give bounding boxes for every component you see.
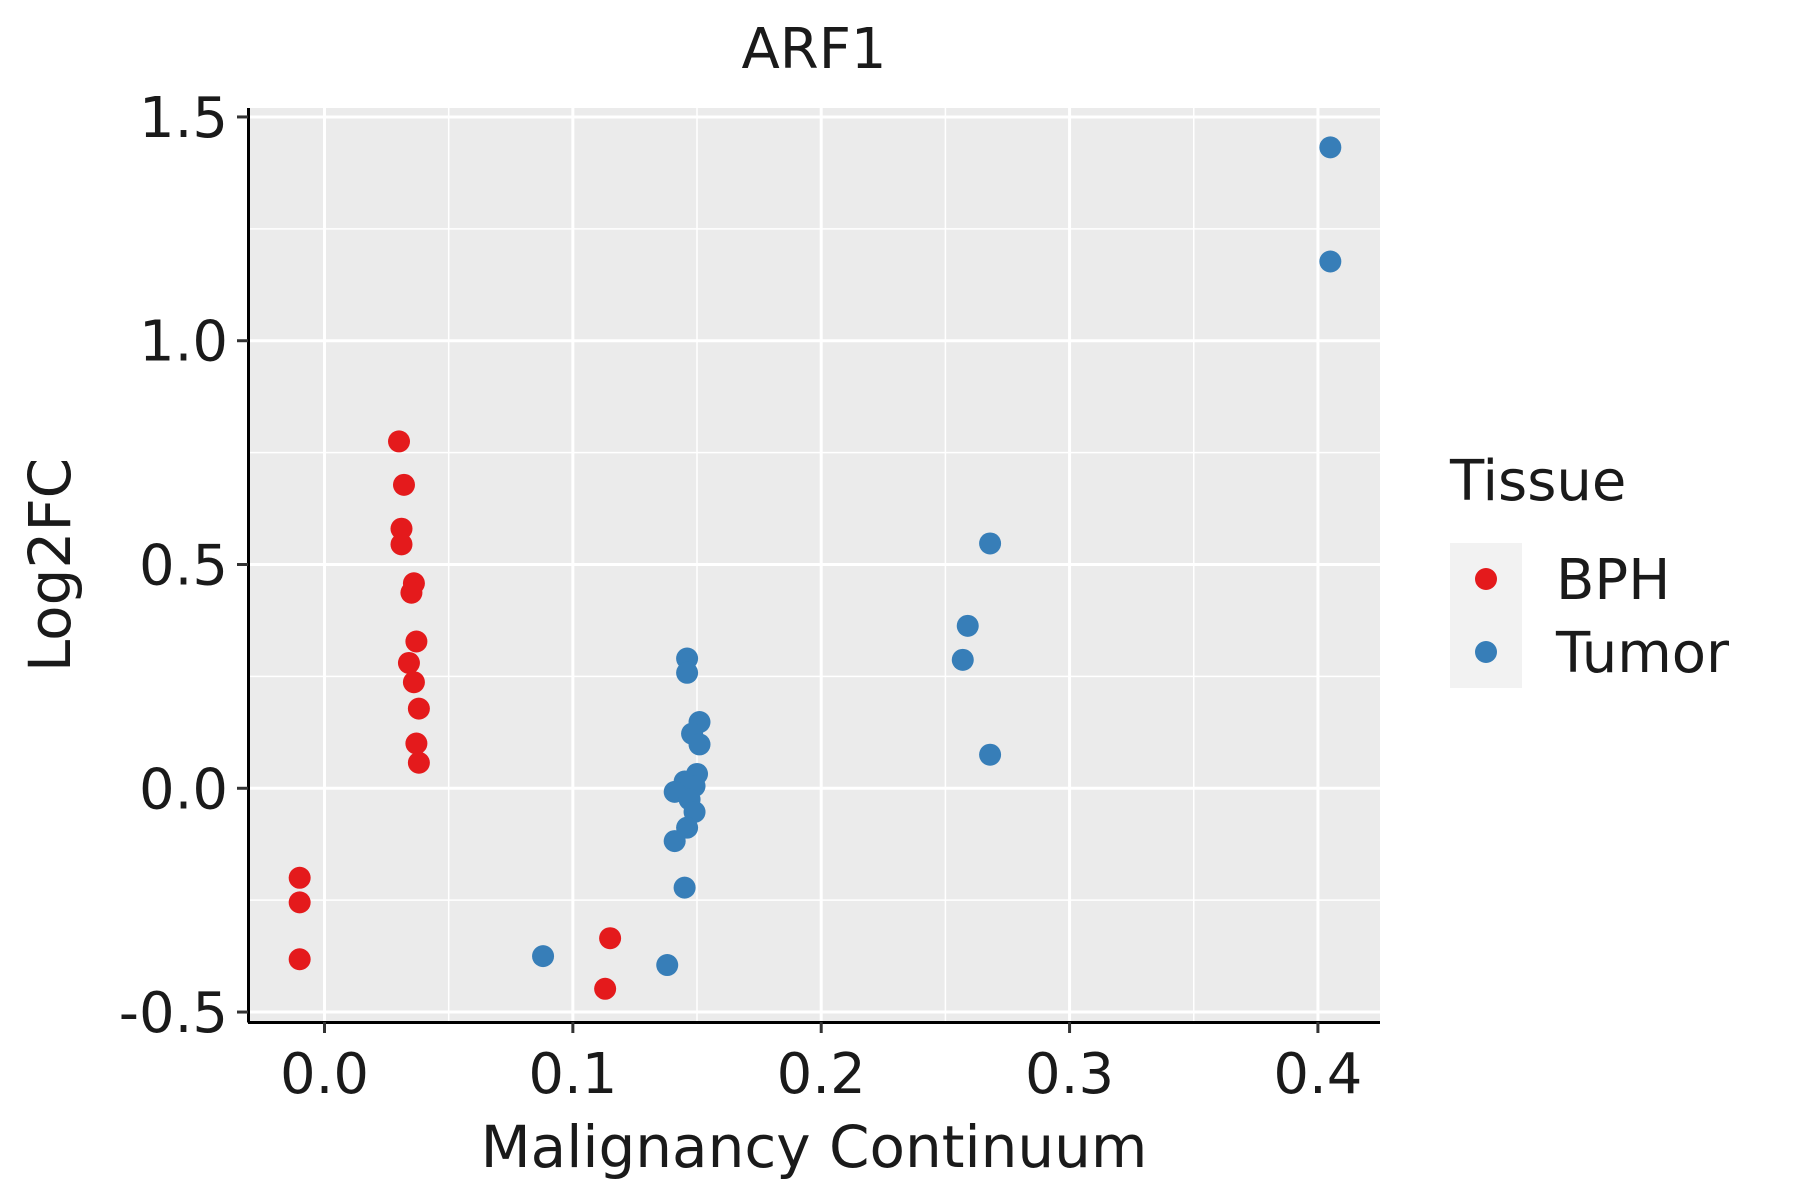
data-point-bph <box>392 473 415 496</box>
x-axis-ticks: 0.0 0.1 0.2 0.3 0.4 <box>280 1022 1362 1107</box>
data-point-tumor <box>979 532 1002 555</box>
data-point-tumor <box>673 876 696 899</box>
legend-label-tumor: Tumor <box>1555 621 1730 686</box>
data-point-bph <box>288 866 311 889</box>
data-point-tumor <box>688 733 711 756</box>
data-point-tumor <box>676 661 699 684</box>
legend-key-bph <box>1475 568 1497 590</box>
x-tick-label: 0.2 <box>777 1042 866 1107</box>
data-point-tumor <box>956 614 979 637</box>
data-point-tumor <box>1319 250 1342 273</box>
x-tick-label: 0.4 <box>1273 1042 1362 1107</box>
data-point-bph <box>407 751 430 774</box>
y-axis-label: Log2FC <box>16 458 84 672</box>
x-tick-label: 0.1 <box>528 1042 617 1107</box>
data-point-bph <box>407 697 430 720</box>
y-tick-label: 1.5 <box>139 86 228 151</box>
data-point-bph <box>390 517 413 540</box>
legend: Tissue BPH Tumor <box>1449 449 1730 688</box>
data-point-bph <box>288 891 311 914</box>
x-axis-label: Malignancy Continuum <box>481 1113 1148 1181</box>
data-point-tumor <box>979 743 1002 766</box>
data-point-bph <box>397 651 420 674</box>
data-points <box>288 136 1342 1000</box>
data-point-bph <box>594 977 617 1000</box>
data-point-bph <box>288 948 311 971</box>
data-point-tumor <box>1319 136 1342 159</box>
legend-key-background <box>1450 543 1522 688</box>
y-tick-label: 0.5 <box>139 534 228 599</box>
y-tick-label: 1.0 <box>139 310 228 375</box>
data-point-bph <box>388 430 411 453</box>
y-tick-label: -0.5 <box>119 981 228 1046</box>
data-point-bph <box>405 732 428 755</box>
x-tick-label: 0.0 <box>280 1042 369 1107</box>
legend-label-bph: BPH <box>1556 548 1670 613</box>
legend-key-tumor <box>1475 641 1497 663</box>
chart-title: ARF1 <box>741 17 886 82</box>
grid-major <box>250 108 1380 1021</box>
data-point-tumor <box>663 830 686 853</box>
y-axis-ticks: -0.5 0.0 0.5 1.0 1.5 <box>119 86 248 1046</box>
data-point-tumor <box>656 954 679 977</box>
x-tick-label: 0.3 <box>1025 1042 1114 1107</box>
data-point-bph <box>402 671 425 694</box>
legend-title: Tissue <box>1449 449 1626 514</box>
data-point-tumor <box>951 648 974 671</box>
data-point-bph <box>390 533 413 556</box>
data-point-bph <box>599 927 622 950</box>
data-point-tumor <box>532 945 555 968</box>
y-tick-label: 0.0 <box>139 757 228 822</box>
data-point-bph <box>405 630 428 653</box>
data-point-bph <box>400 581 423 604</box>
